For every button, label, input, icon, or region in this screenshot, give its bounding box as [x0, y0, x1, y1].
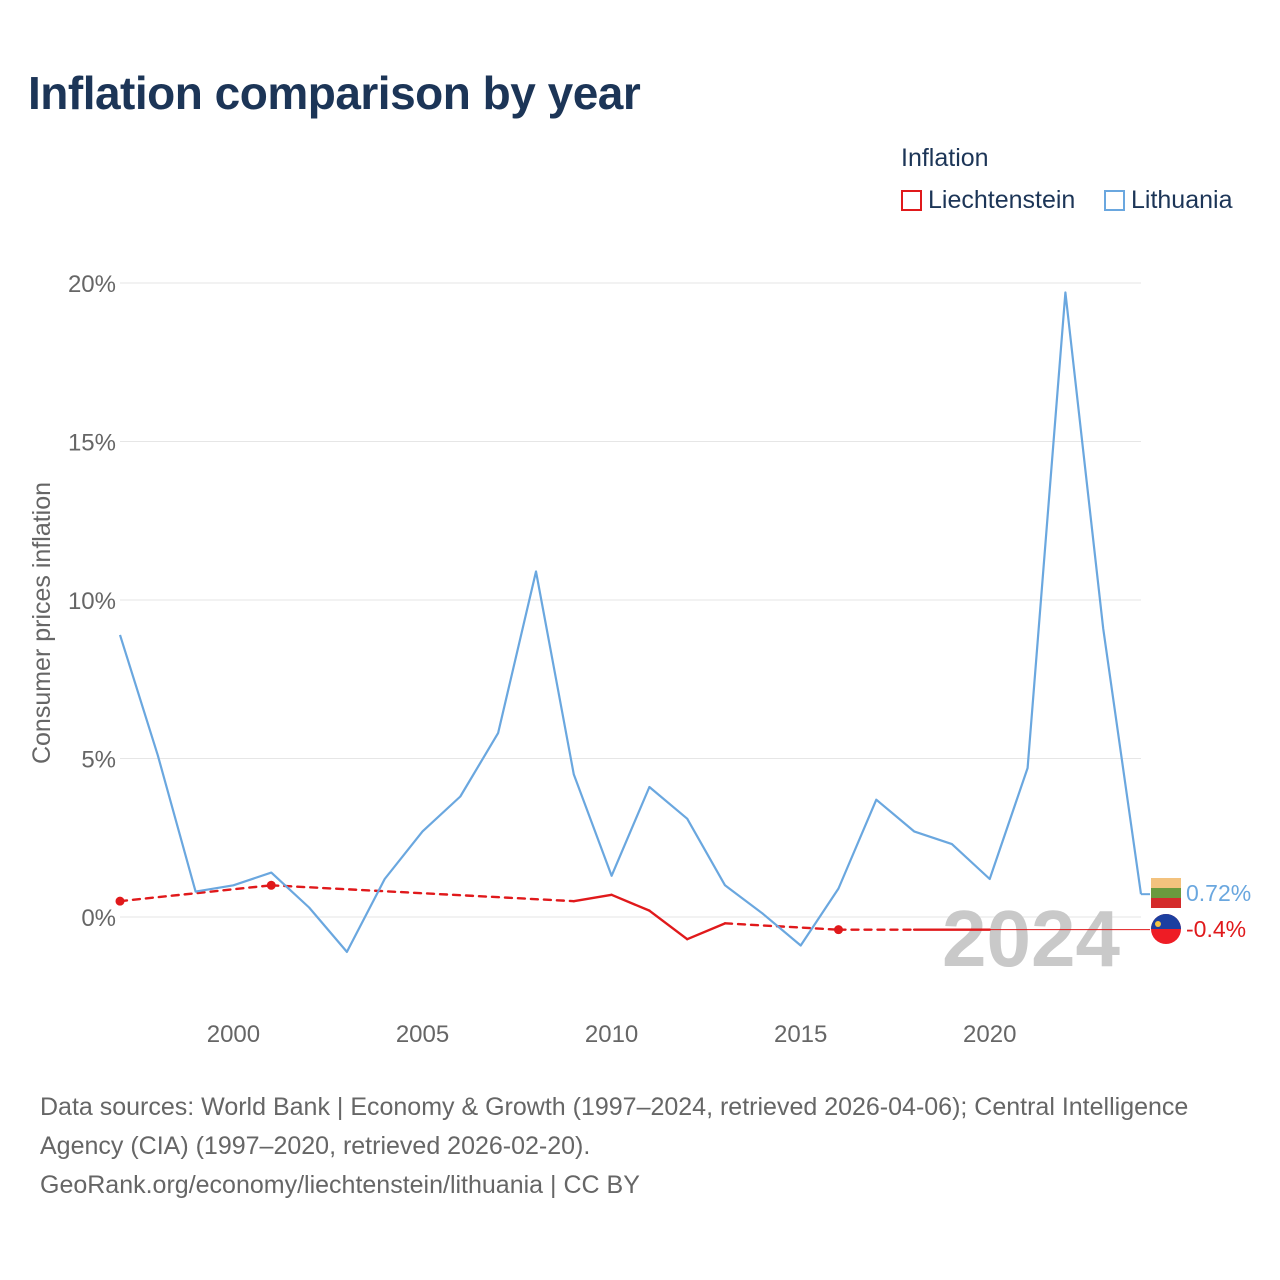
lithuania-flag-icon — [1151, 878, 1181, 908]
legend-item-liechtenstein[interactable]: Liechtenstein — [901, 186, 1075, 215]
legend-title: Inflation — [901, 144, 989, 172]
y-tick-label: 0% — [81, 905, 116, 932]
liechtenstein-segment — [686, 922, 727, 941]
liechtenstein-point — [115, 896, 125, 906]
x-tick-label: 2020 — [963, 1021, 1016, 1048]
lithuania-end-value: 0.72% — [1186, 880, 1251, 906]
y-tick-label: 10% — [68, 588, 116, 615]
y-tick-label: 5% — [81, 747, 116, 774]
x-axis: 2000 2005 2010 2015 2020 — [207, 1021, 1017, 1048]
source-line-2[interactable]: GeoRank.org/economy/liechtenstein/lithua… — [40, 1171, 640, 1199]
x-tick-label: 2010 — [585, 1021, 638, 1048]
legend-item-lithuania[interactable]: Lithuania — [1104, 186, 1232, 215]
liechtenstein-flag-icon — [1151, 914, 1181, 944]
legend-swatch-lithuania — [1104, 190, 1125, 211]
x-tick-label: 2015 — [774, 1021, 827, 1048]
lithuania-line — [118, 291, 1143, 954]
y-axis-label: Consumer prices inflation — [28, 482, 56, 764]
liechtenstein-segment — [572, 893, 613, 903]
liechtenstein-point — [833, 925, 843, 935]
source-line-1: Data sources: World Bank | Economy & Gro… — [40, 1093, 1189, 1160]
liechtenstein-segment — [648, 909, 689, 941]
legend-label-lithuania: Lithuania — [1131, 186, 1233, 214]
chart-title: Inflation comparison by year — [28, 67, 641, 119]
y-tick-label: 15% — [68, 430, 116, 457]
legend-swatch-liechtenstein — [901, 190, 922, 211]
y-axis: 0% 5% 10% 15% 20% — [68, 271, 116, 932]
liechtenstein-end-value: -0.4% — [1186, 916, 1246, 942]
x-tick-label: 2000 — [207, 1021, 260, 1048]
liechtenstein-segment — [118, 884, 273, 903]
current-year-watermark: 2024 — [942, 894, 1120, 983]
y-tick-label: 20% — [68, 271, 116, 298]
series-liechtenstein — [115, 880, 991, 941]
source-note: Data sources: World Bank | Economy & Gro… — [40, 1088, 1250, 1205]
line-chart: 0% 5% 10% 15% 20% 2000 2005 2010 2015 2020 Consu… — [28, 271, 1251, 1048]
liechtenstein-segment — [610, 893, 651, 912]
x-tick-label: 2005 — [396, 1021, 449, 1048]
grid — [120, 282, 1141, 918]
liechtenstein-point — [266, 880, 276, 890]
series-lithuania — [118, 291, 1150, 954]
legend-label-liechtenstein: Liechtenstein — [928, 186, 1076, 214]
liechtenstein-segment — [723, 922, 840, 931]
liechtenstein-segment — [270, 884, 575, 903]
